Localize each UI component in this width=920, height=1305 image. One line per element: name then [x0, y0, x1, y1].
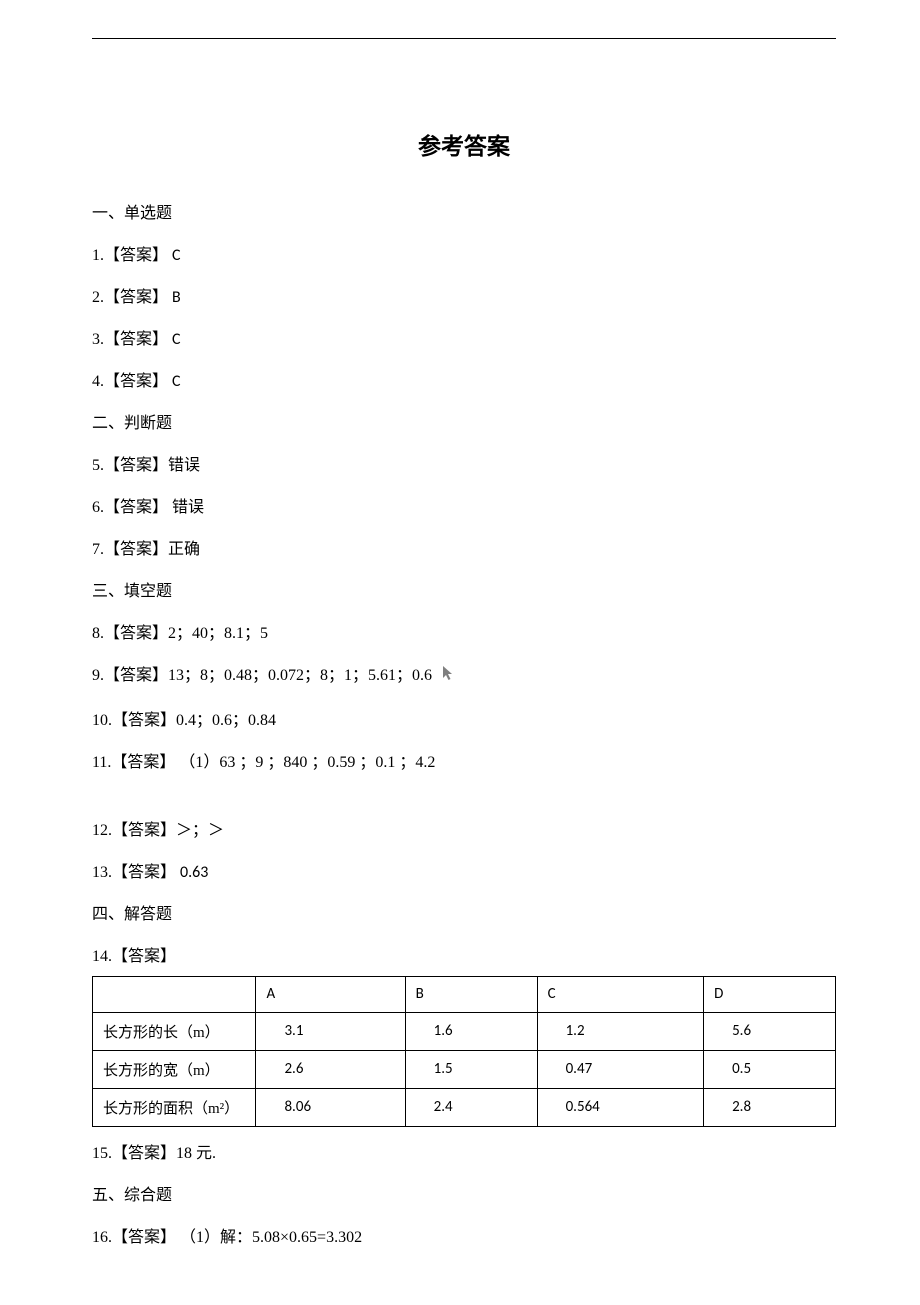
q2-label: 【答案】 [104, 289, 168, 306]
q6-label: 【答案】 [104, 499, 168, 516]
q3-num: 3 [92, 331, 100, 348]
q12-num: 12 [92, 822, 108, 839]
q2-value: B [172, 288, 181, 307]
section-4-heading: 四、解答题 [92, 900, 836, 924]
table-row2-a: 8.06 [256, 1088, 405, 1126]
q6-num: 6 [92, 499, 100, 516]
section-5-heading: 五、综合题 [92, 1181, 836, 1205]
table-row2-b: 2.4 [405, 1088, 537, 1126]
table-row2-label: 长方形的面积（m²） [93, 1088, 256, 1126]
q11-label: 【答案】 [111, 754, 175, 771]
q4-value: C [172, 372, 181, 391]
q5-value: 错误 [168, 457, 200, 474]
q16-num: 16 [92, 1229, 108, 1246]
answer-q11: 11.【答案】 （1）63 ；9 ；840 ；0.59 ；0.1 ；4.2 [92, 748, 836, 772]
answer-q14: 14.【答案】 [92, 942, 836, 966]
q14-table: A B C D 长方形的长（m） 3.1 1.6 1.2 5.6 长方形的宽（m… [92, 976, 836, 1127]
answer-q12: 12.【答案】＞；＞ [92, 816, 836, 840]
q1-value: C [172, 246, 181, 265]
table-col-d: D [704, 976, 836, 1012]
table-row: 长方形的面积（m²） 8.06 2.4 0.564 2.8 [93, 1088, 836, 1126]
q15-label: 【答案】 [112, 1145, 176, 1162]
q2-num: 2 [92, 289, 100, 306]
answer-q1: 1.【答案】 C [92, 241, 836, 265]
q10-num: 10 [92, 712, 108, 729]
q10-label: 【答案】 [112, 712, 176, 729]
q8-num: 8 [92, 625, 100, 642]
answer-q9: 9.【答案】13；8；0.48；0.072；8；1；5.61；0.6 [92, 661, 836, 688]
page: 参考答案 一、单选题 1.【答案】 C 2.【答案】 B 3.【答案】 C 4.… [0, 0, 920, 1305]
q8-label: 【答案】 [104, 625, 168, 642]
q15-value: 18 元. [176, 1145, 216, 1162]
q9-label: 【答案】 [104, 667, 168, 684]
q1-label: 【答案】 [104, 247, 168, 264]
answer-q2: 2.【答案】 B [92, 283, 836, 307]
q11-value: （1）63 ；9 ；840 ；0.59 ；0.1 ；4.2 [179, 754, 435, 771]
q13-value: 0.63 [180, 863, 208, 882]
q4-label: 【答案】 [104, 373, 168, 390]
section-1-heading: 一、单选题 [92, 199, 836, 223]
q4-num: 4 [92, 373, 100, 390]
table-header-row: A B C D [93, 976, 836, 1012]
q3-label: 【答案】 [104, 331, 168, 348]
section-2-heading: 二、判断题 [92, 409, 836, 433]
q12-label: 【答案】 [112, 822, 176, 839]
cursor-icon [442, 665, 454, 688]
q7-label: 【答案】 [104, 541, 168, 558]
table-row1-c: 0.47 [537, 1050, 703, 1088]
table-header-blank [93, 976, 256, 1012]
q11-num: 11 [92, 754, 107, 771]
table-row: 长方形的长（m） 3.1 1.6 1.2 5.6 [93, 1012, 836, 1050]
answer-q3: 3.【答案】 C [92, 325, 836, 349]
answer-q6: 6.【答案】 错误 [92, 493, 836, 517]
table-col-c: C [537, 976, 703, 1012]
q1-num: 1 [92, 247, 100, 264]
q15-num: 15 [92, 1145, 108, 1162]
table-row1-a: 2.6 [256, 1050, 405, 1088]
answer-q5: 5.【答案】错误 [92, 451, 836, 475]
q3-value: C [172, 330, 181, 349]
q5-label: 【答案】 [104, 457, 168, 474]
q8-value: 2；40；8.1；5 [168, 625, 268, 642]
answer-q4: 4.【答案】 C [92, 367, 836, 391]
top-rule [92, 38, 836, 39]
table-row0-d: 5.6 [704, 1012, 836, 1050]
answer-q16: 16.【答案】 （1）解：5.08×0.65=3.302 [92, 1223, 836, 1247]
table-row0-a: 3.1 [256, 1012, 405, 1050]
answer-q13: 13.【答案】 0.63 [92, 858, 836, 882]
q7-num: 7 [92, 541, 100, 558]
table-col-b: B [405, 976, 537, 1012]
table-row2-d: 2.8 [704, 1088, 836, 1126]
q13-label: 【答案】 [112, 864, 176, 881]
table-col-a: A [256, 976, 405, 1012]
table-row1-b: 1.5 [405, 1050, 537, 1088]
answer-q8: 8.【答案】2；40；8.1；5 [92, 619, 836, 643]
page-title: 参考答案 [92, 127, 836, 161]
table-row0-b: 1.6 [405, 1012, 537, 1050]
table-row2-c: 0.564 [537, 1088, 703, 1126]
q9-value: 13；8；0.48；0.072；8；1；5.61；0.6 [168, 667, 432, 684]
q14-num: 14 [92, 948, 108, 965]
q10-value: 0.4；0.6；0.84 [176, 712, 276, 729]
table-row0-c: 1.2 [537, 1012, 703, 1050]
q7-value: 正确 [168, 541, 200, 558]
answer-q15: 15.【答案】18 元. [92, 1139, 836, 1163]
table-row: 长方形的宽（m） 2.6 1.5 0.47 0.5 [93, 1050, 836, 1088]
q16-value: （1）解：5.08×0.65=3.302 [180, 1229, 362, 1246]
answer-q10: 10.【答案】0.4；0.6；0.84 [92, 706, 836, 730]
q12-value: ＞；＞ [176, 822, 224, 839]
q16-label: 【答案】 [112, 1229, 176, 1246]
q9-num: 9 [92, 667, 100, 684]
q5-num: 5 [92, 457, 100, 474]
q6-value: 错误 [172, 499, 204, 516]
table-row0-label: 长方形的长（m） [93, 1012, 256, 1050]
q13-num: 13 [92, 864, 108, 881]
q14-label: 【答案】 [112, 948, 176, 965]
table-row1-d: 0.5 [704, 1050, 836, 1088]
table-row1-label: 长方形的宽（m） [93, 1050, 256, 1088]
section-3-heading: 三、填空题 [92, 577, 836, 601]
answer-q7: 7.【答案】正确 [92, 535, 836, 559]
